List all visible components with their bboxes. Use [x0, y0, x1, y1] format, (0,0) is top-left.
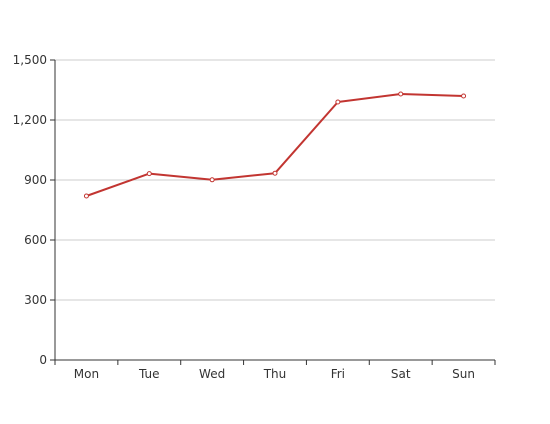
x-tick-label: Wed [199, 367, 225, 381]
data-point[interactable] [398, 91, 404, 97]
data-point[interactable] [461, 93, 467, 99]
y-tick-label: 1,200 [13, 113, 47, 127]
axes [50, 59, 496, 365]
data-point[interactable] [335, 99, 341, 105]
data-point[interactable] [209, 177, 215, 183]
y-tick-label: 1,500 [13, 53, 47, 67]
series-line [85, 93, 465, 197]
grid-lines [55, 59, 495, 301]
y-tick-label: 900 [24, 173, 47, 187]
data-point[interactable] [83, 193, 89, 199]
x-tick-label: Thu [263, 367, 287, 381]
x-tick-label: Sat [391, 367, 411, 381]
data-point[interactable] [146, 171, 152, 177]
x-tick-label: Fri [331, 367, 345, 381]
x-tick-label: Sun [452, 367, 475, 381]
data-point[interactable] [272, 170, 278, 176]
series-layer [83, 91, 467, 199]
y-tick-label: 600 [24, 233, 47, 247]
y-tick-label: 0 [39, 353, 47, 367]
tick-labels: 0 300 600 900 1,200 1,500 Mon Tue Wed Thu Fri Sat Su… [13, 53, 475, 381]
x-tick-label: Tue [138, 367, 160, 381]
x-tick-label: Mon [74, 367, 99, 381]
y-tick-label: 300 [24, 293, 47, 307]
